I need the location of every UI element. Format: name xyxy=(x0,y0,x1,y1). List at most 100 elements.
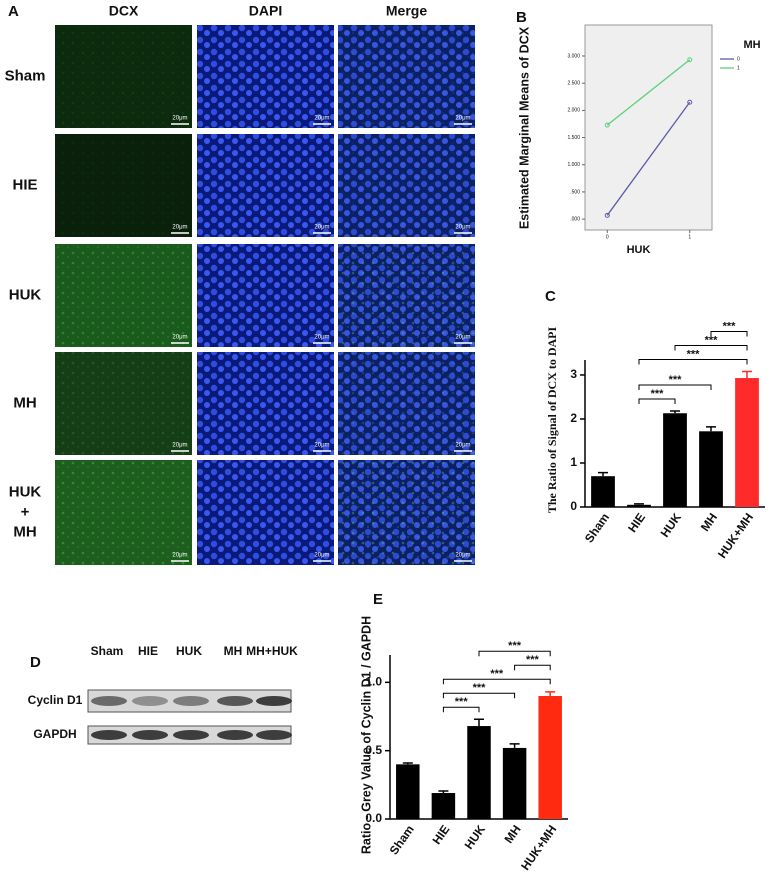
blot-band xyxy=(256,730,292,740)
x-tick-label: MH xyxy=(698,511,720,534)
blot-band xyxy=(256,696,292,706)
micrograph xyxy=(197,460,334,565)
panel-letter: D xyxy=(30,654,41,671)
micrograph-texture xyxy=(55,352,192,455)
micrograph xyxy=(197,244,334,347)
x-tick-label: HUK+MH xyxy=(518,823,559,873)
bar xyxy=(467,726,491,819)
significance-bracket xyxy=(442,706,480,713)
error-bar xyxy=(438,790,449,794)
blot-row-label: GAPDH xyxy=(33,727,76,741)
row-label: MH xyxy=(13,394,36,411)
micrograph-texture xyxy=(338,352,475,455)
legend-title: MH xyxy=(743,39,760,51)
x-tick-label: HUK xyxy=(658,510,685,540)
significance-label: *** xyxy=(705,334,719,346)
error-bar xyxy=(598,471,608,477)
panel-letter: A xyxy=(8,3,19,20)
significance-label: *** xyxy=(651,388,665,400)
y-tick-label: 3 xyxy=(570,367,577,381)
significance-label: *** xyxy=(669,374,683,386)
significance-bracket xyxy=(674,344,748,351)
bar xyxy=(431,793,456,819)
micrograph-texture xyxy=(338,460,475,565)
error-bar xyxy=(402,762,413,765)
y-tick-label: 2.500 xyxy=(567,81,580,87)
column-header: DCX xyxy=(109,3,139,19)
panel-d: D Sham HIE HUK MH MH+HUK Cyclin D1 GAPDH xyxy=(28,644,298,745)
point xyxy=(604,212,610,218)
blot-band xyxy=(132,730,168,740)
scale-bar-label: 20μm xyxy=(455,553,470,559)
scale-bar-label: 20μm xyxy=(172,443,187,449)
micrograph xyxy=(197,352,334,455)
row-label: Sham xyxy=(5,67,46,84)
blot-band xyxy=(132,696,168,706)
y-tick-label: 1.0 xyxy=(365,675,382,689)
scale-bar-label: 20μm xyxy=(314,116,329,122)
y-tick-label: 1 xyxy=(570,455,577,469)
column-header: DAPI xyxy=(249,3,282,19)
bar xyxy=(538,696,562,819)
scale-bar-label: 20μm xyxy=(172,225,187,231)
scale-bar-label: 20μm xyxy=(172,553,187,559)
x-tick-label: 0 xyxy=(606,234,609,240)
error-bar xyxy=(670,410,680,414)
y-axis-label: Estimated Marginal Means of DCX xyxy=(517,26,531,229)
lane-label: MH xyxy=(224,644,243,658)
significance-bracket xyxy=(514,664,551,671)
scale-bar-label: 20μm xyxy=(314,553,329,559)
scale-bar-label: 20μm xyxy=(314,335,329,341)
line xyxy=(606,101,691,216)
y-axis-label: The Ratio of Signal of DCX to DAPI xyxy=(545,327,559,514)
panel-letter: C xyxy=(545,288,556,305)
x-tick-label: HIE xyxy=(625,511,648,535)
scale-bar-label: 20μm xyxy=(172,116,187,122)
micrograph-texture xyxy=(55,244,192,347)
bar xyxy=(663,413,687,507)
scale-bar-label: 20μm xyxy=(314,443,329,449)
significance-bracket xyxy=(710,330,748,337)
bar xyxy=(591,476,615,507)
plot-area xyxy=(584,24,713,231)
y-tick-label: 2.000 xyxy=(567,108,580,114)
error-bar xyxy=(545,691,556,696)
bar xyxy=(699,431,723,507)
significance-bracket xyxy=(478,650,551,657)
bar xyxy=(735,378,759,507)
point xyxy=(687,99,693,105)
significance-bracket xyxy=(442,692,516,699)
panel-letter: B xyxy=(516,9,527,26)
error-bar xyxy=(509,743,520,748)
significance-label: *** xyxy=(526,654,540,666)
lane-label: Sham xyxy=(91,644,124,658)
scale-bar-label: 20μm xyxy=(455,443,470,449)
point xyxy=(604,122,610,128)
blot-band xyxy=(173,730,209,740)
panel-a: A DCX DAPI Merge Sham 20μm 20μm 20μm HIE 20μm 20μm… xyxy=(5,3,475,565)
y-tick-label: 1.000 xyxy=(567,162,580,168)
significance-label: *** xyxy=(508,640,522,652)
error-bar xyxy=(634,503,644,505)
lane-label: HIE xyxy=(138,644,158,658)
point xyxy=(687,57,693,63)
lane-label: MH+HUK xyxy=(246,644,298,658)
blot-band xyxy=(91,696,127,706)
micrograph xyxy=(197,134,334,237)
micrograph-texture xyxy=(55,134,192,237)
panel-letter: E xyxy=(373,591,383,608)
y-tick-label: .500 xyxy=(570,189,580,195)
y-tick-label: 2 xyxy=(570,411,577,425)
row-label: MH xyxy=(13,523,36,540)
x-tick-label: HUK xyxy=(462,822,489,852)
micrograph-texture xyxy=(338,244,475,347)
bar xyxy=(396,764,420,819)
scale-bar-label: 20μm xyxy=(455,116,470,122)
scale-bar-label: 20μm xyxy=(172,335,187,341)
significance-bracket xyxy=(638,384,712,391)
blot-band xyxy=(217,696,253,706)
x-tick-label: Sham xyxy=(582,511,612,546)
x-tick-label: HUK+MH xyxy=(715,511,756,561)
